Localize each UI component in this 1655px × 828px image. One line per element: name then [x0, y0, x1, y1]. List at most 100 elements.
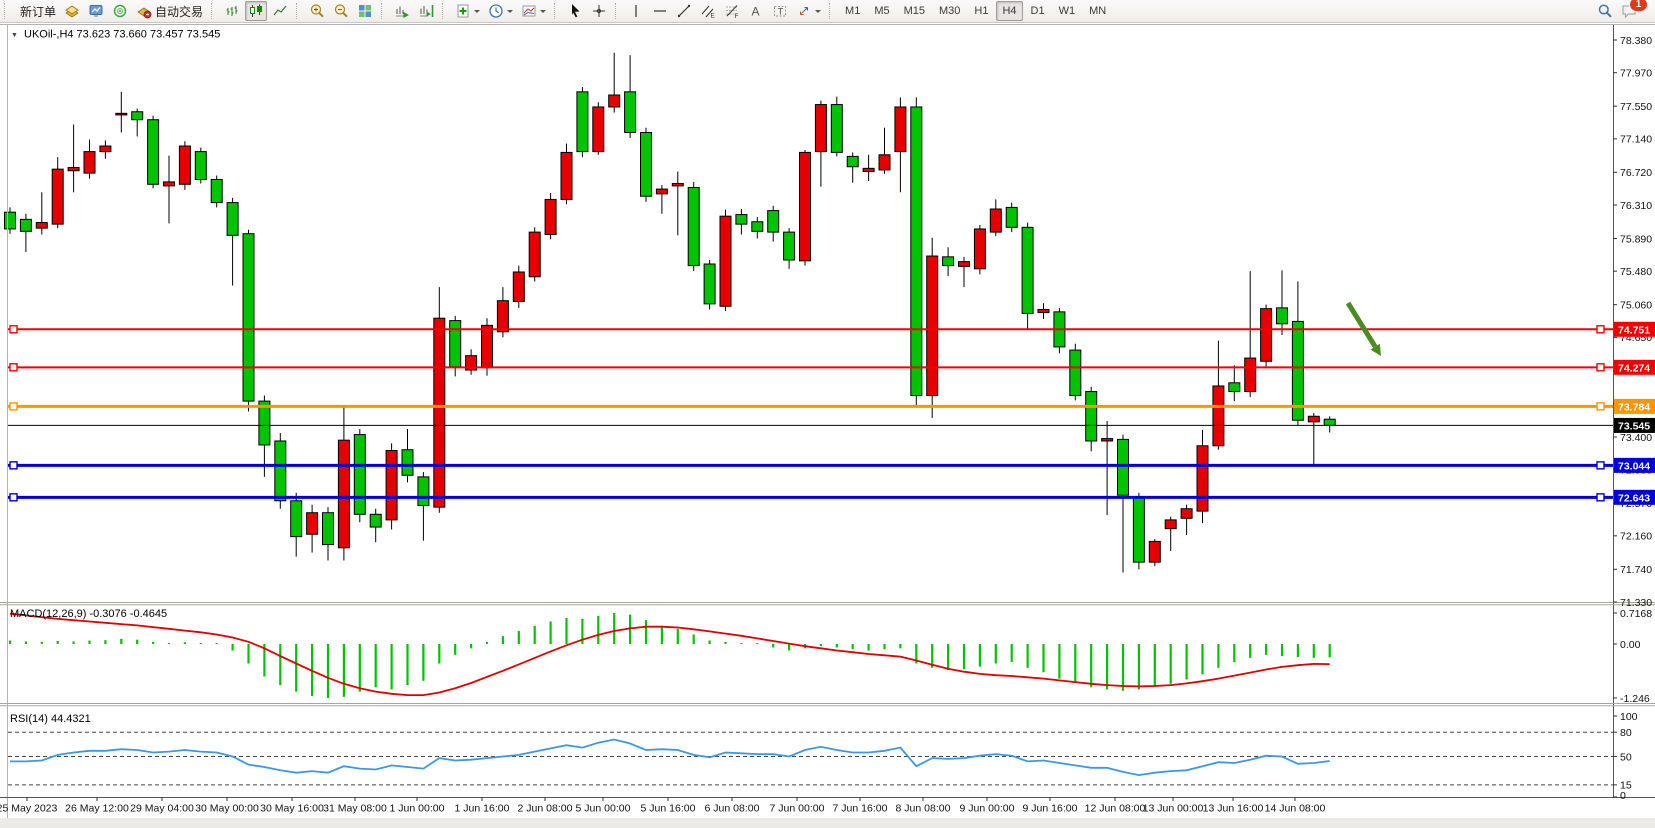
search-button[interactable] — [1594, 1, 1616, 21]
candle-bullish — [1164, 519, 1177, 530]
rsi-axis-label: 80 — [1620, 727, 1632, 739]
text-label-icon: T — [774, 6, 787, 18]
tab-timeframe-m5[interactable]: M5 — [868, 1, 895, 21]
price-tick-label: 75.480 — [1620, 266, 1652, 278]
arrows-tool-button[interactable] — [793, 1, 824, 21]
toolbar-grip[interactable] — [4, 3, 10, 19]
autotrade-label: 自动交易 — [155, 4, 204, 19]
candle-bullish — [544, 198, 557, 236]
tab-timeframe-h4[interactable]: H4 — [996, 1, 1023, 21]
zoom-out-button[interactable] — [330, 1, 352, 21]
candlestick-icon — [250, 4, 263, 17]
line-handle[interactable] — [1596, 325, 1605, 334]
time-axis-label: 26 May 12:00 — [65, 803, 129, 815]
vertical-line-tool-button[interactable] — [625, 1, 647, 21]
auto-scroll-button[interactable] — [391, 1, 413, 21]
candle-bullish — [1307, 415, 1320, 423]
line-handle[interactable] — [9, 402, 18, 411]
candle-bearish — [19, 218, 32, 232]
price-tick-label: 77.140 — [1620, 134, 1652, 146]
notification-badge: 1 — [1629, 0, 1648, 12]
candle-bullish — [958, 261, 970, 267]
annotation-arrowhead[interactable] — [1370, 343, 1381, 356]
chart-symbol-title: UKOil-,H4 73.623 73.660 73.457 73.545 — [24, 29, 220, 41]
candle-bearish — [290, 500, 303, 538]
tab-timeframe-h1[interactable]: H1 — [968, 1, 994, 21]
chart-shift-icon — [420, 5, 434, 17]
trendline-tool-button[interactable] — [673, 1, 695, 21]
line-handle[interactable] — [1596, 363, 1605, 372]
periods-button[interactable] — [485, 1, 516, 21]
time-axis-label: 5 Jun 00:00 — [576, 803, 631, 815]
toolbar-grip[interactable] — [442, 3, 448, 19]
tile-windows-button[interactable] — [354, 1, 376, 21]
periods-dropdown-caret[interactable] — [507, 10, 514, 16]
equidistant-channel-tool-button[interactable]: E — [697, 1, 719, 21]
tab-timeframe-w1[interactable]: W1 — [1053, 1, 1082, 21]
text-label-tool-button[interactable]: T — [769, 1, 791, 21]
indicators-dropdown-caret[interactable] — [474, 10, 481, 16]
oneclick-trading-icon[interactable]: ▼ — [11, 32, 18, 39]
line-handle[interactable] — [1596, 402, 1605, 411]
line-chart-mode-button[interactable] — [269, 1, 291, 21]
tab-timeframe-m30[interactable]: M30 — [933, 1, 966, 21]
candle-bullish — [1148, 540, 1161, 563]
candle-bullish — [719, 215, 732, 307]
market-watch-button[interactable] — [61, 1, 83, 21]
line-handle[interactable] — [1596, 493, 1605, 502]
svg-text:F: F — [735, 13, 739, 19]
candlestick-mode-button[interactable] — [245, 1, 268, 21]
cursor-tool-button[interactable] — [564, 1, 586, 21]
annotation-arrow[interactable] — [1345, 301, 1378, 348]
toolbar-grip[interactable] — [615, 3, 621, 19]
time-axis-label: 30 May 00:00 — [195, 803, 259, 815]
toolbar-grip[interactable] — [296, 3, 302, 19]
time-axis-label: 9 Jun 00:00 — [960, 803, 1015, 815]
candle-bullish — [306, 512, 319, 535]
signal-button[interactable] — [109, 1, 131, 21]
horizontal-line-tool-button[interactable] — [649, 1, 671, 21]
tab-timeframe-d1[interactable]: D1 — [1025, 1, 1051, 21]
candle-bullish — [894, 106, 907, 153]
price-tick-label: 76.310 — [1620, 200, 1652, 212]
svg-text:E: E — [711, 13, 716, 20]
candle-bearish — [1069, 349, 1082, 397]
tab-timeframe-m15[interactable]: M15 — [898, 1, 931, 21]
candle-bullish — [385, 450, 398, 521]
toolbar-grip[interactable] — [554, 3, 560, 19]
candle-bearish — [1291, 320, 1304, 421]
bar-chart-mode-button[interactable] — [221, 1, 243, 21]
tab-timeframe-mn[interactable]: MN — [1083, 1, 1112, 21]
line-handle[interactable] — [9, 461, 18, 470]
toolbar-grip[interactable] — [381, 3, 387, 19]
tab-timeframe-m1[interactable]: M1 — [839, 1, 866, 21]
fibonacci-tool-button[interactable]: F — [721, 1, 743, 21]
terminal-button[interactable] — [85, 1, 107, 21]
line-handle[interactable] — [9, 325, 18, 334]
crosshair-tool-button[interactable] — [588, 1, 610, 21]
templates-button[interactable] — [518, 1, 549, 21]
line-handle[interactable] — [1596, 461, 1605, 470]
candle-bearish — [1228, 382, 1241, 393]
autotrade-button[interactable]: 自动交易 — [133, 1, 206, 21]
toolbar: 新订单 自动交易 — [0, 0, 1655, 23]
chart-shift-button[interactable] — [415, 1, 437, 21]
candle-bearish — [640, 131, 652, 197]
toolbar-grip[interactable] — [211, 3, 217, 19]
zoom-in-button[interactable] — [306, 1, 328, 21]
text-tool-button[interactable]: A — [745, 1, 767, 21]
candle-bearish — [194, 151, 207, 181]
candle-bullish — [878, 154, 891, 171]
candle-bullish — [1212, 385, 1225, 447]
toolbar-grip[interactable] — [829, 3, 835, 19]
templates-dropdown-caret[interactable] — [540, 10, 547, 16]
line-handle[interactable] — [9, 493, 18, 502]
time-axis-label: 2 Jun 08:00 — [518, 803, 573, 815]
indicators-button[interactable] — [452, 1, 483, 21]
line-handle[interactable] — [9, 363, 18, 372]
time-axis-label: 12 Jun 08:00 — [1085, 803, 1146, 815]
price-tick-label: 71.330 — [1620, 597, 1652, 609]
candle-bullish — [1101, 438, 1114, 442]
arrows-dropdown-caret[interactable] — [815, 10, 822, 16]
new-order-button[interactable]: 新订单 — [14, 1, 59, 21]
